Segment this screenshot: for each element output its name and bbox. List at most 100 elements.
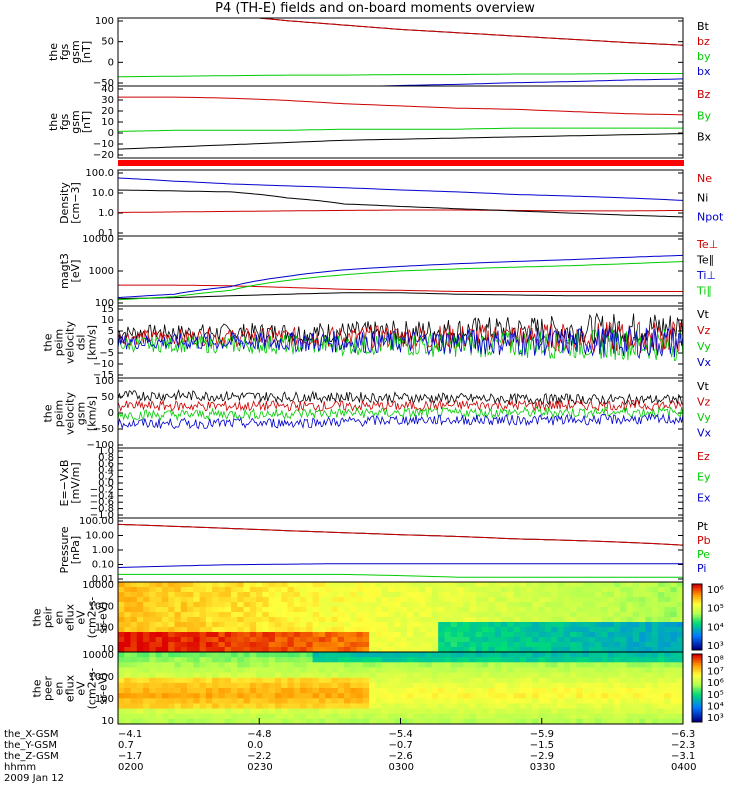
heatmap-cell: [482, 682, 489, 689]
heatmap-cell: [356, 592, 364, 598]
heatmap-cell: [500, 657, 508, 663]
heatmap-cell: [375, 652, 383, 658]
heatmap-cell: [526, 698, 533, 704]
heatmap-cell: [362, 582, 370, 588]
heatmap-cell: [161, 693, 169, 699]
heatmap-cell: [500, 718, 508, 725]
heatmap-cell: [601, 693, 609, 699]
heatmap-cell: [149, 642, 157, 648]
heatmap-cell: [450, 642, 458, 648]
heatmap-cell: [224, 642, 232, 648]
heatmap-cell: [670, 672, 678, 679]
heatmap-cell: [438, 688, 445, 694]
heatmap-cell: [199, 657, 207, 663]
heatmap-cell: [544, 587, 552, 593]
heatmap-cell: [350, 592, 358, 598]
heatmap-cell: [494, 582, 502, 588]
panel-frame: [117, 447, 684, 519]
heatmap-cell: [218, 647, 226, 653]
heatmap-cell: [124, 597, 132, 603]
heatmap-cell: [274, 677, 282, 684]
heatmap-cell: [676, 592, 684, 598]
y-tick-label: 0.6: [98, 459, 114, 470]
heatmap-cell: [325, 672, 332, 679]
heatmap-cell: [438, 637, 445, 643]
heatmap-cell: [231, 637, 238, 643]
heatmap-cell: [312, 592, 320, 598]
heatmap-cell: [394, 657, 401, 663]
heatmap-cell: [450, 637, 458, 643]
heatmap-cell: [193, 587, 201, 593]
heatmap-cell: [519, 597, 527, 603]
heatmap-cell: [469, 688, 477, 694]
heatmap-cell: [406, 652, 414, 658]
heatmap-cell: [457, 693, 464, 699]
heatmap-cell: [626, 682, 634, 689]
heatmap-cell: [268, 637, 276, 643]
heatmap-cell: [149, 698, 157, 704]
heatmap-cell: [670, 587, 678, 593]
heatmap-cell: [306, 602, 314, 608]
heatmap-cell: [406, 667, 414, 674]
heatmap-cell: [475, 592, 483, 598]
heatmap-cell: [551, 647, 558, 653]
heatmap-cell: [274, 627, 282, 633]
heatmap-cell: [218, 632, 226, 638]
heatmap-cell: [576, 682, 584, 689]
heatmap-cell: [394, 703, 401, 710]
heatmap-cell: [243, 708, 251, 715]
heatmap-cell: [387, 642, 395, 648]
heatmap-cell: [149, 627, 157, 633]
heatmap-cell: [136, 718, 144, 725]
heatmap-cell: [444, 657, 452, 663]
heatmap-cell: [337, 607, 345, 613]
heatmap-cell: [551, 607, 558, 613]
heatmap-cell: [632, 582, 640, 588]
heatmap-cell: [168, 592, 175, 598]
colorbar-cell: [692, 676, 702, 680]
heatmap-cell: [331, 677, 339, 684]
heatmap-cell: [287, 708, 295, 715]
heatmap-cell: [500, 647, 508, 653]
heatmap-cell: [199, 637, 207, 643]
heatmap-cell: [570, 703, 577, 710]
heatmap-cell: [444, 698, 452, 704]
heatmap-cell: [457, 637, 464, 643]
heatmap-cell: [174, 612, 182, 618]
heatmap-cell: [168, 632, 175, 638]
orbit-value: −2.3: [671, 740, 696, 751]
heatmap-cell: [180, 592, 188, 598]
heatmap-cell: [168, 587, 175, 593]
heatmap-cell: [620, 597, 627, 603]
heatmap-cell: [262, 607, 270, 613]
heatmap-cell: [168, 597, 175, 603]
y-axis-label: magt3 [eV]: [58, 253, 82, 289]
heatmap-cell: [318, 703, 326, 710]
heatmap-cell: [130, 652, 138, 658]
heatmap-cell: [626, 667, 634, 674]
heatmap-cell: [394, 708, 401, 715]
series-Bx: [117, 133, 684, 150]
heatmap-cell: [413, 582, 420, 588]
heatmap-cell: [551, 708, 558, 715]
heatmap-cell: [356, 713, 364, 720]
heatmap-cell: [130, 642, 138, 648]
colorbar-cell: [692, 601, 702, 605]
heatmap-cell: [362, 718, 370, 725]
heatmap-cell: [620, 698, 627, 704]
heatmap-cell: [582, 607, 590, 613]
heatmap-cell: [425, 718, 433, 725]
heatmap-cell: [306, 582, 314, 588]
heatmap-cell: [632, 592, 640, 598]
heatmap-cell: [369, 657, 376, 663]
heatmap-cell: [293, 632, 301, 638]
heatmap-cell: [249, 582, 257, 588]
heatmap-cell: [287, 587, 295, 593]
heatmap-cell: [231, 703, 238, 710]
heatmap-cell: [639, 652, 646, 658]
heatmap-cell: [425, 582, 433, 588]
heatmap-cell: [199, 597, 207, 603]
heatmap-cell: [187, 698, 194, 704]
heatmap-cell: [231, 622, 238, 628]
heatmap-cell: [626, 632, 634, 638]
